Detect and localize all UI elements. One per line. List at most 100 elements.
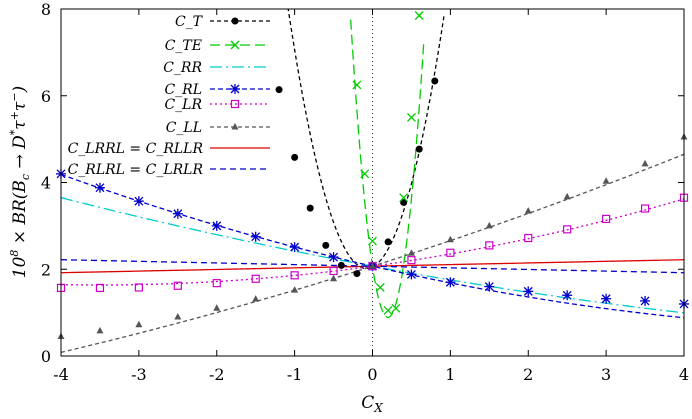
legend-entry-5: C_LL [166,120,270,136]
data-point-circle [306,204,314,212]
y-tick-label: 0 [41,347,51,366]
data-point-star [640,295,651,306]
data-point-circle [231,17,239,25]
data-point-star [172,208,183,219]
data-point-triangle [641,159,649,167]
legend-entry-6: C_LRRL = C_RLLR [68,141,270,157]
x-axis-label: CX [361,393,383,415]
data-point-x [368,236,377,246]
x-tick-label: -4 [53,365,69,384]
data-point-triangle [563,192,571,200]
y-tick-label: 4 [41,174,51,193]
y-tick-label: 8 [41,0,51,19]
data-point-square [173,281,182,290]
x-tick-label: -1 [287,365,303,384]
series-line-0 [287,9,445,270]
data-point-x [414,11,424,20]
data-point-triangle [485,221,493,229]
data-point-square [407,256,416,265]
data-point-square [446,248,455,257]
data-point-square [640,204,650,213]
data-point-square [329,266,338,276]
legend: C_T C_TE C_RR C_RLC_LR C_LL C_LRRL = C_RLLR C_… [68,14,270,178]
data-point-triangle [213,304,221,311]
legend-entry-7: C_RLRL = C_LRLR [68,162,270,178]
data-point-circle [415,145,423,153]
data-point-square [251,274,260,283]
data-point-triangle [369,262,376,269]
data-point-circle [337,261,345,269]
data-point-square [290,271,299,280]
x-tick-label: -3 [131,365,147,384]
series-line-3 [61,173,684,319]
legend-entry-2: C_RR [163,60,270,76]
data-point-square [230,99,240,109]
data-point-star [250,231,261,242]
legend-entry-1: C_TE [165,38,270,54]
data-point-circle [384,238,392,246]
data-point-square [212,279,221,288]
legend-label: C_TE [165,38,202,54]
y-tick-label: 6 [41,87,51,106]
data-point-circle [431,77,439,85]
data-point-square [134,283,143,292]
data-point-triangle [524,207,532,214]
axis-ticks: -4 -3 -2 -1 0 1 2 3 4 0 2 4 6 8 [41,0,689,384]
data-point-x [399,193,409,203]
data-point-x [360,169,370,179]
data-point-x [352,80,362,90]
x-tick-label: 4 [679,365,689,384]
data-point-triangle [252,295,260,302]
data-point-circle [291,153,299,161]
data-point-x [383,305,393,315]
data-point-x [391,303,401,313]
data-point-triangle [330,274,338,282]
data-point-x [375,283,385,292]
data-point-triangle [96,326,104,334]
data-point-triangle [446,235,454,243]
data-point-triangle [231,123,239,130]
x-tick-label: -2 [209,365,225,384]
legend-label: C_LR [164,97,202,113]
data-point-star [445,277,456,288]
legend-label: C_RL [164,82,202,98]
data-point-square [563,225,572,234]
data-point-circle [353,270,361,278]
data-point-star [133,196,144,207]
y-tick-label: 2 [41,260,51,279]
y-axis-label: 108 × BR(Bc → D*τ+τ−) [8,86,32,278]
data-point-square [524,233,533,243]
data-point-star [289,242,300,253]
data-point-star [601,293,612,304]
data-point-circle [322,241,330,249]
data-point-circle [275,86,283,94]
x-tick-label: 0 [367,365,377,384]
legend-entry-0: C_T [175,14,270,30]
data-point-star [230,84,240,94]
data-point-square [95,283,105,293]
data-point-star [523,286,534,297]
data-point-star [406,269,417,280]
legend-label: C_LRRL = C_RLLR [68,141,204,157]
data-point-circle [400,198,408,206]
x-tick-label: 2 [523,365,533,384]
series-line-2 [61,197,684,314]
data-point-triangle [602,177,610,184]
legend-label: C_RLRL = C_LRLR [68,162,204,178]
x-tick-label: 3 [601,365,611,384]
legend-entry-4: C_LR [164,97,270,113]
data-point-star [328,252,339,263]
data-point-triangle [291,286,299,293]
data-point-star [94,182,105,193]
data-point-triangle [407,249,415,256]
series-line-1 [350,19,425,319]
data-point-square [602,214,611,224]
data-point-x [406,112,416,122]
legend-label: C_T [175,14,204,30]
data-point-star [562,290,573,301]
legend-entry-3: C_RL [164,82,270,98]
x-tick-label: 1 [445,365,455,384]
data-point-star [211,220,222,231]
data-point-square [485,241,494,250]
